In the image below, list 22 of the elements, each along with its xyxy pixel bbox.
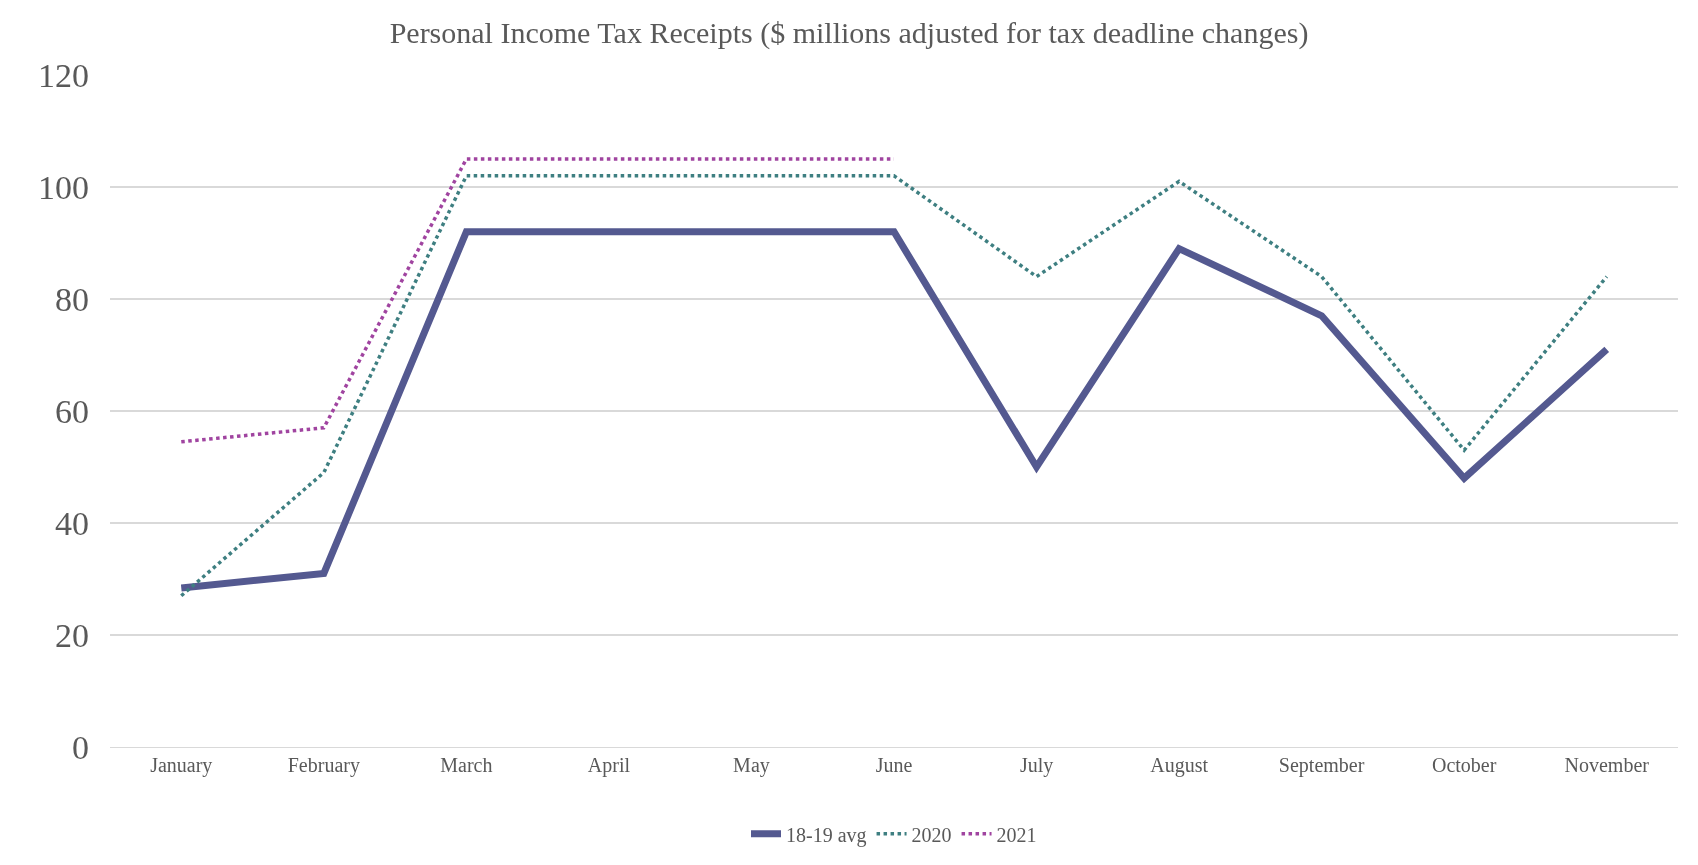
y-tick-label: 120 [38,56,89,94]
x-tick-label: August [1150,754,1209,777]
x-tick-label: January [150,754,213,777]
legend-label: 2020 [911,823,952,846]
x-tick-label: June [875,754,913,776]
x-tick-label: November [1564,754,1650,776]
legend-label: 2021 [996,823,1037,846]
x-tick-label: October [1431,754,1497,776]
x-tick-label: February [287,754,360,777]
x-tick-label: May [733,754,770,777]
y-tick-label: 20 [55,616,89,654]
y-tick-label: 40 [55,504,89,542]
x-tick-label: July [1019,754,1054,777]
y-tick-label: 100 [38,168,89,206]
y-tick-label: 0 [72,728,89,766]
y-tick-label: 60 [55,392,89,430]
legend-label: 18-19 avg [786,823,867,847]
x-tick-label: September [1278,754,1365,777]
y-tick-label: 80 [55,280,89,318]
x-tick-label: March [440,754,493,776]
chart-title: Personal Income Tax Receipts ($ millions adjusted for tax deadline changes) [389,15,1309,50]
x-tick-label: April [587,754,631,777]
